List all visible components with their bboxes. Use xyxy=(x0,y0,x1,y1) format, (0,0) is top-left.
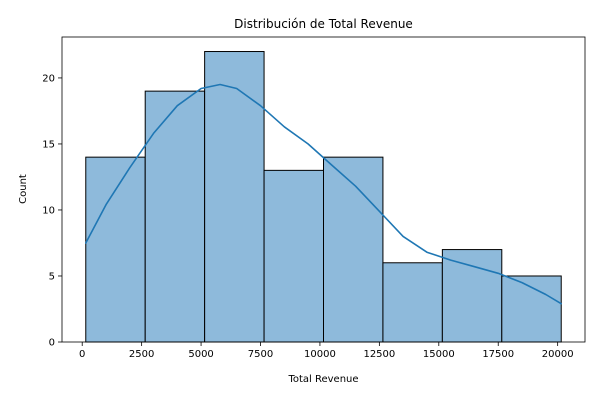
x-axis: 0 2500 5000 7500 10000 12500 15000 17500 20000 xyxy=(79,342,574,360)
histogram-bar-0 xyxy=(85,156,146,343)
x-tick-label-2: 5000 xyxy=(188,349,213,360)
y-axis: 0 5 10 15 20 xyxy=(42,73,62,349)
y-tick-label-2: 10 xyxy=(42,205,55,216)
histogram-bar-7 xyxy=(501,275,562,343)
chart-title: Distribución de Total Revenue xyxy=(234,17,413,31)
bars-layer xyxy=(85,51,562,343)
histogram-bar-2 xyxy=(204,51,265,343)
x-tick-label-6: 15000 xyxy=(423,349,455,360)
y-tick-label-1: 5 xyxy=(49,271,55,282)
x-axis-label: Total Revenue xyxy=(287,374,358,385)
x-tick-label-1: 2500 xyxy=(129,349,154,360)
x-tick-label-5: 12500 xyxy=(363,349,395,360)
x-tick-label-7: 17500 xyxy=(482,349,514,360)
histogram-bar-5 xyxy=(382,262,443,343)
histogram-bar-1 xyxy=(144,90,206,343)
y-tick-label-3: 15 xyxy=(42,139,55,150)
kde-layer xyxy=(85,83,563,305)
histogram-bar-4 xyxy=(323,156,384,343)
histogram-bar-3 xyxy=(263,169,324,343)
x-tick-label-4: 10000 xyxy=(304,349,336,360)
x-tick-label-0: 0 xyxy=(79,349,85,360)
y-tick-label-4: 20 xyxy=(42,73,55,84)
y-tick-label-0: 0 xyxy=(49,338,55,349)
histogram-bar-6 xyxy=(441,249,503,343)
x-tick-label-3: 7500 xyxy=(248,349,273,360)
plot-frame xyxy=(61,36,586,343)
kde-curve xyxy=(85,83,563,305)
y-axis-label: Count xyxy=(18,174,29,204)
x-tick-label-8: 20000 xyxy=(542,349,574,360)
